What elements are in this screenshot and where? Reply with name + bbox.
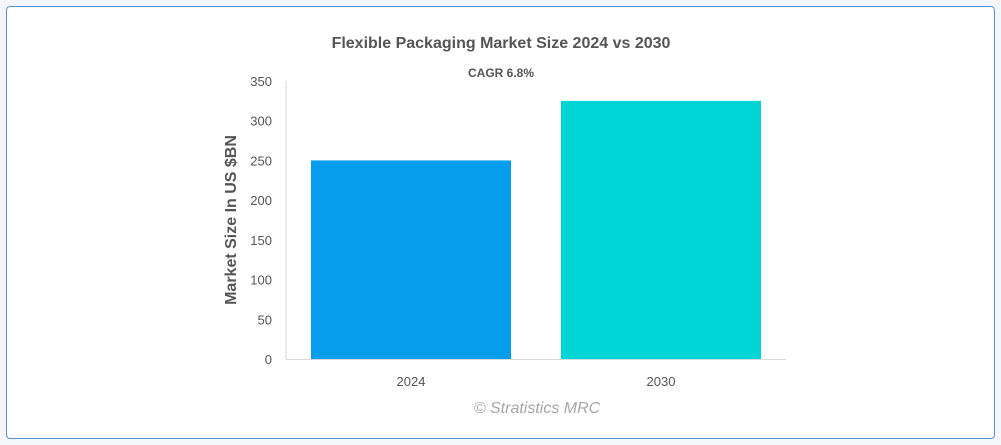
y-axis-label: Market Size In US $BN <box>223 135 240 305</box>
y-tick-label: 100 <box>250 273 272 288</box>
y-tick-label: 300 <box>250 114 272 129</box>
bar-2024 <box>311 160 511 359</box>
x-tick-label: 2030 <box>647 374 676 389</box>
bar-2030 <box>561 100 761 359</box>
y-tick-label: 150 <box>250 233 272 248</box>
chart-subtitle: CAGR 6.8% <box>468 66 534 80</box>
y-tick-label: 200 <box>250 193 272 208</box>
y-tick-label: 350 <box>250 74 272 89</box>
y-tick-label: 250 <box>250 153 272 168</box>
y-tick-label: 0 <box>265 352 272 367</box>
bars <box>311 100 761 359</box>
y-tick-label: 50 <box>258 312 272 327</box>
x-tick-label: 2024 <box>397 374 426 389</box>
watermark: © Stratistics MRC <box>474 400 601 417</box>
chart-title: Flexible Packaging Market Size 2024 vs 2… <box>332 35 671 52</box>
y-axis: 0 50 100 150 200 250 300 350 <box>250 74 287 367</box>
x-axis: 2024 2030 <box>286 359 786 389</box>
